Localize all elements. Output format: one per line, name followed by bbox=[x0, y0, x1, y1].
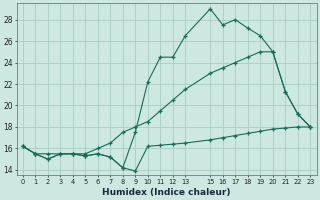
X-axis label: Humidex (Indice chaleur): Humidex (Indice chaleur) bbox=[102, 188, 231, 197]
